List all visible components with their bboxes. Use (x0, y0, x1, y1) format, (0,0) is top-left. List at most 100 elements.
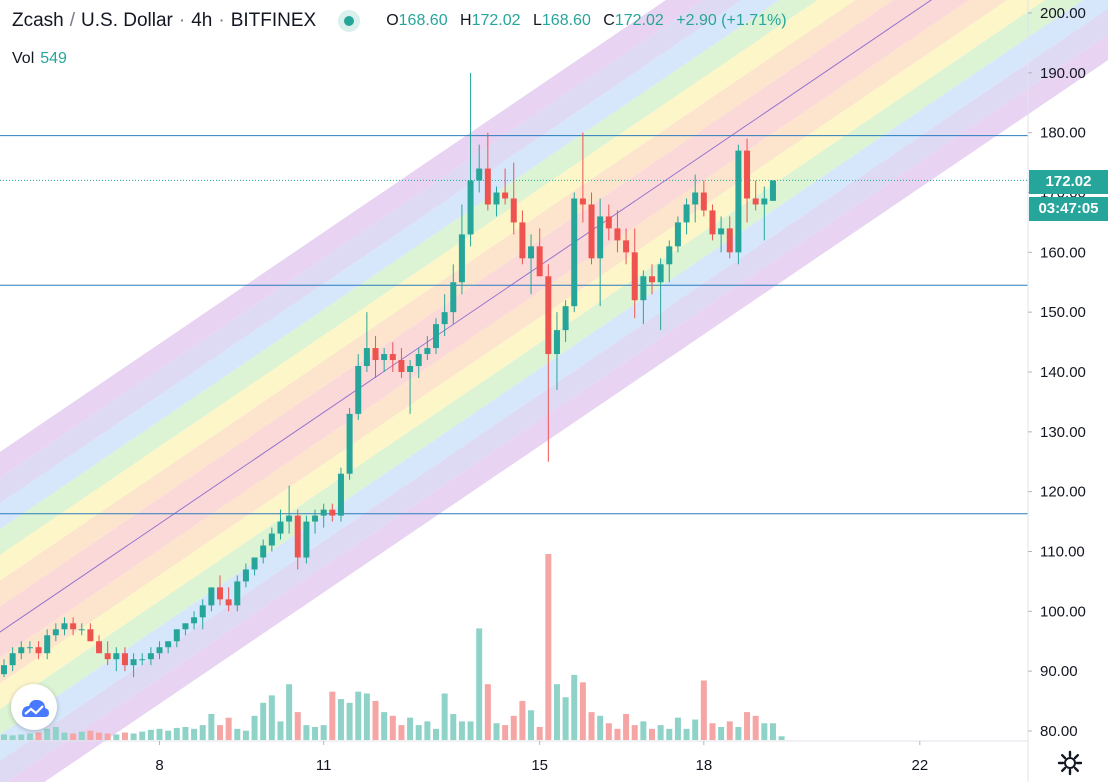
candle-body[interactable] (320, 509, 327, 516)
candles[interactable] (1, 72, 776, 678)
tradingview-logo-button[interactable] (11, 684, 57, 730)
candle-body[interactable] (674, 222, 681, 247)
candle-body[interactable] (614, 228, 621, 241)
candle-body[interactable] (640, 276, 647, 301)
candle-body[interactable] (156, 647, 163, 654)
candle-body[interactable] (355, 366, 362, 414)
candle-body[interactable] (484, 168, 491, 205)
candle-body[interactable] (692, 192, 699, 205)
candle-body[interactable] (217, 587, 223, 600)
candle-body[interactable] (130, 659, 137, 666)
candle-body[interactable] (752, 198, 759, 205)
candle-body[interactable] (528, 246, 535, 259)
candle-body[interactable] (519, 222, 526, 259)
candle-body[interactable] (709, 210, 716, 235)
candle-body[interactable] (700, 192, 707, 211)
candle-body[interactable] (44, 635, 51, 654)
exchange-label[interactable]: BITFINEX (230, 10, 317, 31)
time-axis[interactable]: 8 11 15 18 22 (155, 741, 928, 774)
candle-body[interactable] (286, 515, 293, 522)
candle-body[interactable] (510, 198, 517, 223)
candle-body[interactable] (536, 246, 543, 277)
candle-body[interactable] (104, 653, 111, 660)
candle-body[interactable] (26, 647, 33, 649)
candle-body[interactable] (649, 276, 655, 283)
candle-body[interactable] (657, 264, 664, 283)
candle-body[interactable] (597, 216, 604, 259)
symbol-name[interactable]: Zcash (12, 10, 64, 31)
candle-body[interactable] (493, 192, 500, 205)
candle-body[interactable] (441, 312, 448, 325)
candle-body[interactable] (18, 647, 25, 654)
candle-body[interactable] (467, 180, 474, 235)
candle-body[interactable] (182, 623, 189, 630)
candle-body[interactable] (631, 252, 638, 301)
candle-body[interactable] (191, 617, 198, 624)
candle-body[interactable] (346, 413, 353, 474)
candle-body[interactable] (225, 599, 232, 606)
candle-body[interactable] (761, 198, 768, 205)
candle-body[interactable] (389, 354, 396, 361)
candle-body[interactable] (683, 204, 690, 223)
candle-body[interactable] (424, 348, 431, 355)
candle-body[interactable] (372, 348, 379, 361)
candle-body[interactable] (726, 228, 733, 253)
candle-body[interactable] (268, 533, 275, 546)
candle-body[interactable] (121, 653, 128, 666)
candle-body[interactable] (398, 360, 405, 372)
candle-body[interactable] (9, 653, 16, 666)
candle-body[interactable] (433, 324, 439, 349)
candle-body[interactable] (1, 665, 7, 675)
market-status-icon[interactable] (338, 10, 361, 32)
candle-body[interactable] (35, 647, 42, 654)
candle-body[interactable] (87, 629, 94, 642)
candle-body[interactable] (579, 198, 586, 205)
candle-body[interactable] (251, 557, 258, 570)
candle-body[interactable] (562, 306, 569, 331)
candle-body[interactable] (718, 228, 725, 235)
candle-body[interactable] (744, 150, 751, 199)
candle-body[interactable] (605, 216, 612, 229)
candle-body[interactable] (329, 509, 336, 516)
candle-body[interactable] (147, 653, 154, 660)
candle-body[interactable] (234, 581, 241, 606)
price-axis[interactable]: 80.00 90.00 100.00 110.00 120.00 130.00 140.00… (1028, 5, 1086, 740)
candle-body[interactable] (113, 653, 120, 660)
candle-body[interactable] (96, 641, 103, 654)
candle-body[interactable] (165, 641, 172, 648)
candle-body[interactable] (407, 366, 414, 372)
candle-body[interactable] (363, 348, 370, 367)
candle-body[interactable] (415, 354, 422, 367)
candle-body[interactable] (303, 521, 310, 558)
candle-body[interactable] (476, 168, 483, 181)
candle-body[interactable] (571, 198, 578, 307)
candle-body[interactable] (450, 282, 457, 313)
candle-body[interactable] (260, 545, 267, 558)
candle-body[interactable] (666, 246, 673, 265)
candle-body[interactable] (337, 473, 344, 516)
candle-body[interactable] (545, 276, 552, 355)
candle-body[interactable] (199, 605, 206, 618)
candle-body[interactable] (52, 629, 59, 636)
candle-body[interactable] (623, 240, 630, 253)
candle-body[interactable] (78, 629, 85, 631)
candle-body[interactable] (61, 623, 68, 630)
candle-body[interactable] (458, 234, 465, 283)
candle-body[interactable] (588, 204, 595, 259)
candle-body[interactable] (294, 515, 301, 558)
candle-body[interactable] (173, 629, 180, 642)
candle-body[interactable] (139, 659, 146, 661)
candle-body[interactable] (312, 515, 319, 522)
candle-body[interactable] (208, 587, 215, 606)
candle-body[interactable] (502, 192, 509, 199)
gear-icon[interactable] (1056, 749, 1084, 777)
candle-body[interactable] (242, 569, 249, 582)
candle-body[interactable] (553, 330, 560, 355)
candle-body[interactable] (381, 354, 388, 361)
candle-body[interactable] (735, 150, 742, 253)
candle-body[interactable] (769, 180, 776, 201)
interval-label[interactable]: 4h (191, 10, 213, 31)
candle-body[interactable] (277, 521, 284, 534)
candle-body[interactable] (70, 623, 77, 630)
